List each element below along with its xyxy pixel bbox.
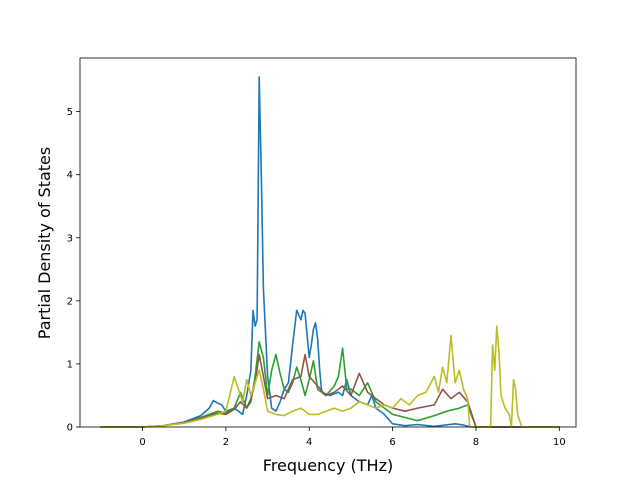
y-axis-ticks: 0 1 2 3 4 5 bbox=[67, 107, 80, 434]
series-layer bbox=[100, 76, 561, 428]
y-tick-label: 2 bbox=[67, 296, 73, 307]
x-tick-label: 4 bbox=[306, 437, 312, 448]
x-axis-ticks: 0 2 4 6 8 10 bbox=[139, 427, 566, 448]
y-axis-label: Partial Density of States bbox=[35, 147, 54, 339]
series-line-1 bbox=[100, 76, 561, 428]
y-tick-label: 5 bbox=[67, 107, 73, 118]
x-tick-label: 0 bbox=[139, 437, 145, 448]
y-tick-label: 4 bbox=[67, 170, 73, 181]
y-tick-label: 0 bbox=[67, 423, 73, 434]
plot-frame bbox=[79, 57, 577, 428]
x-tick-label: 6 bbox=[389, 437, 395, 448]
x-tick-label: 8 bbox=[473, 437, 479, 448]
x-tick-label: 2 bbox=[223, 437, 229, 448]
series-line-2 bbox=[100, 341, 561, 428]
y-tick-label: 3 bbox=[67, 233, 73, 244]
series-line-3 bbox=[100, 353, 561, 428]
series-line-4 bbox=[100, 325, 561, 428]
y-tick-label: 1 bbox=[67, 359, 73, 370]
x-tick-label: 10 bbox=[553, 437, 566, 448]
x-axis-label: Frequency (THz) bbox=[263, 456, 393, 475]
